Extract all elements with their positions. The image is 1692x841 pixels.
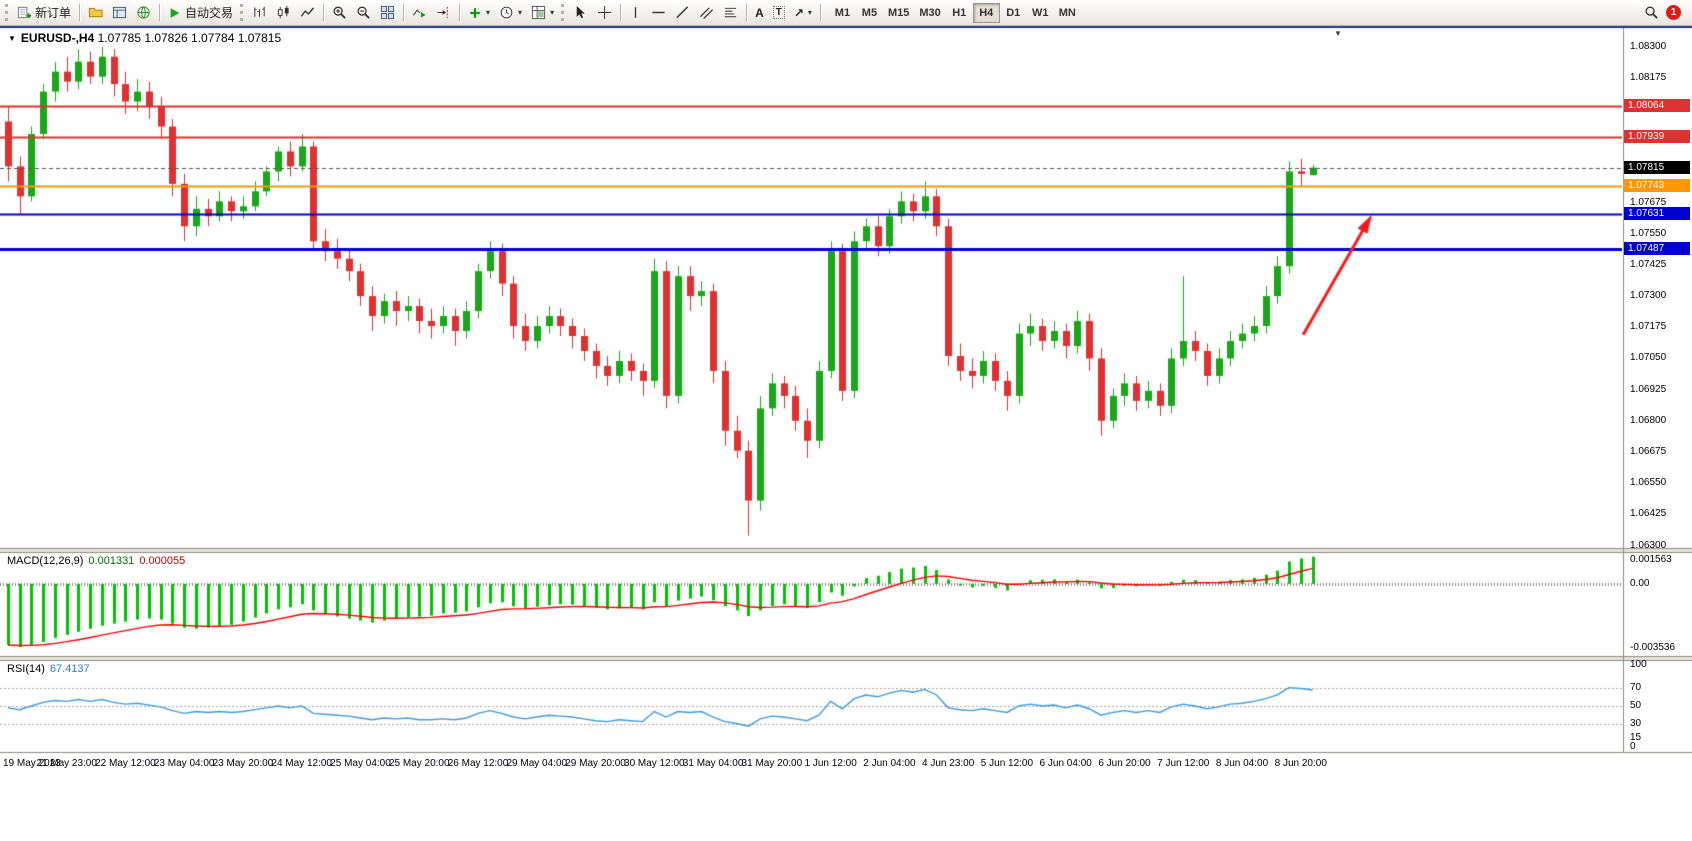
chart-window-title: ▼ EURUSD-,H4 1.07785 1.07826 1.07784 1.07… (8, 31, 281, 45)
templates-button[interactable]: ▾ (527, 2, 558, 23)
data-window-button[interactable] (108, 2, 131, 23)
crosshair-icon (598, 5, 612, 20)
timeframe-m15[interactable]: M15 (883, 3, 914, 23)
cursor-icon (576, 5, 585, 19)
dropdown-caret: ▾ (518, 8, 523, 17)
timeframe-d1[interactable]: D1 (1000, 3, 1027, 23)
cursor-button[interactable] (569, 2, 592, 23)
chart-shift-icon (437, 6, 448, 19)
macd-main-value: 0.001331 (88, 555, 135, 567)
line-chart-icon (300, 7, 315, 17)
indicators-button[interactable]: ▾ (464, 2, 494, 23)
search-icon (1645, 6, 1658, 19)
timeframe-m5[interactable]: M5 (856, 3, 883, 23)
timeframe-h4[interactable]: H4 (972, 2, 1000, 23)
macd-signal-value: 0.000055 (139, 555, 186, 567)
toolbar-separator (459, 4, 461, 21)
dropdown-caret: ▾ (550, 8, 555, 17)
data-window-icon (112, 6, 127, 19)
clock-icon (500, 6, 513, 19)
templates-icon (532, 5, 546, 20)
search-button[interactable] (1640, 2, 1663, 23)
line-chart-mode-button[interactable] (296, 2, 319, 23)
text-button[interactable]: A (751, 2, 768, 23)
arrows-button[interactable]: ↗ ▾ (790, 2, 816, 23)
zoom-in-button[interactable] (328, 2, 351, 23)
toolbar-separator (403, 4, 405, 21)
auto-scroll-button[interactable] (408, 2, 431, 23)
fibonacci-button[interactable] (719, 2, 742, 23)
horizont al-line-icon (652, 11, 665, 14)
candlestick-icon (277, 5, 289, 19)
toolbar-separator (620, 4, 622, 21)
channel-icon (700, 7, 714, 20)
rsi-value: 67.4137 (49, 663, 90, 675)
rsi-label: RSI(14) (7, 663, 45, 675)
timeframe-w1[interactable]: W1 (1027, 3, 1054, 23)
candlestick-mode-button[interactable] (272, 2, 295, 23)
dropdown-caret: ▾ (486, 8, 491, 17)
vertical-line-icon (634, 7, 637, 18)
text-label-button[interactable]: T (769, 2, 789, 23)
toolbar-separator (746, 4, 748, 21)
toolbar-separator (323, 4, 325, 21)
trendline-button[interactable] (671, 2, 694, 23)
bar-chart-mode-button[interactable] (248, 2, 271, 23)
profiles-folder-icon (88, 7, 103, 18)
window-menu-icon[interactable]: ▼ (8, 34, 16, 43)
autotrade-button[interactable]: 自动交易 (164, 2, 237, 23)
text-label-icon: T (772, 6, 785, 19)
bar-chart-icon (254, 6, 265, 17)
chart-shift-marker[interactable]: ▼ (1334, 29, 1342, 38)
time-axis[interactable] (0, 752, 1622, 776)
auto-scroll-icon (413, 9, 426, 18)
toolbar-separator (79, 4, 81, 21)
new-order-label: 新订单 (35, 6, 72, 20)
zoom-in-icon (333, 6, 346, 19)
news-button[interactable] (132, 2, 155, 23)
tile-windows-button[interactable] (376, 2, 399, 23)
profiles-button[interactable] (84, 2, 107, 23)
timeframe-group: M1 M5 M15 M30 H1 H4 D1 W1 MN (829, 2, 1081, 23)
add-indicator-icon (470, 7, 480, 18)
channel-button[interactable] (695, 2, 718, 23)
autotrade-play-icon (170, 7, 180, 18)
symbol-period-label: EURUSD-,H4 (20, 31, 95, 45)
macd-header: MACD(12,26,9) 0.001331 0.000055 (7, 555, 185, 567)
rsi-header: RSI(14) 67.4137 (7, 663, 90, 675)
autotrade-label: 自动交易 (185, 6, 234, 20)
new-order-button[interactable]: 新订单 (13, 2, 75, 23)
vertical-line-button[interactable] (625, 2, 646, 23)
arrow-tool-icon: ↗ (793, 5, 804, 20)
toolbar-separator (819, 4, 821, 21)
toolbar-grip[interactable] (5, 4, 8, 21)
toolbar-grip[interactable] (561, 4, 565, 21)
timeframe-m30[interactable]: M30 (914, 3, 945, 23)
zoom-out-icon (357, 6, 370, 19)
globe-icon (137, 6, 150, 19)
toolbar-grip[interactable] (240, 4, 244, 21)
fibonacci-icon (724, 7, 737, 18)
chart-shift-button[interactable] (432, 2, 455, 23)
dropdown-caret: ▾ (807, 8, 812, 17)
toolbar-separator (159, 4, 161, 21)
ohlc-readout: 1.07785 1.07826 1.07784 1.07815 (97, 31, 282, 45)
notification-badge[interactable]: 1 (1666, 5, 1681, 20)
zoom-out-button[interactable] (352, 2, 375, 23)
crosshair-button[interactable] (593, 2, 616, 23)
timeframe-mn[interactable]: MN (1054, 3, 1081, 23)
periods-button[interactable]: ▾ (495, 2, 526, 23)
macd-label: MACD(12,26,9) (7, 555, 84, 567)
new-order-icon (17, 6, 32, 19)
timeframe-m1[interactable]: M1 (829, 3, 856, 23)
timeframe-h1[interactable]: H1 (946, 3, 973, 23)
trendline-icon (676, 6, 689, 19)
tile-windows-icon (380, 5, 395, 20)
horizontal-line-button[interactable] (647, 2, 670, 23)
main-toolbar: 新订单 自动交易 ▾ (0, 0, 1692, 26)
text-tool-icon: A (755, 5, 764, 20)
price-axis[interactable] (1624, 28, 1692, 752)
